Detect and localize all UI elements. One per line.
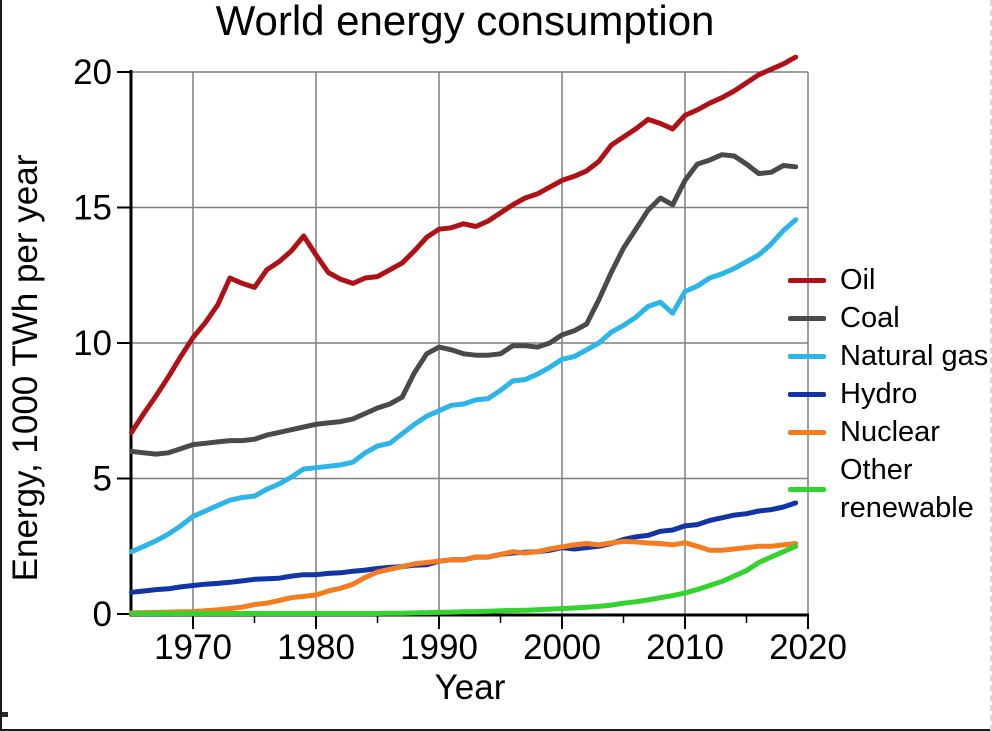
legend-item-nuclear: Nuclear	[788, 413, 992, 451]
legend-label: Hydro	[840, 378, 918, 410]
y-axis-title: Energy, 1000 TWh per year	[6, 154, 45, 582]
legend-item-oil: Oil	[788, 261, 992, 299]
legend-item-natural-gas: Natural gas	[788, 337, 992, 375]
legend-swatch-icon	[788, 486, 826, 492]
chart-title: World energy consumption	[215, 0, 715, 44]
other-renewable-line	[129, 543, 799, 616]
legend-label: Coal	[840, 302, 900, 334]
edge-artifact	[2, 712, 8, 717]
legend-label: Nuclear	[840, 416, 940, 448]
x-tick-label: 1980	[277, 628, 355, 667]
x-tick-label: 2010	[646, 628, 724, 667]
legend-label: Oil	[840, 264, 876, 296]
x-tick-label: 2000	[523, 628, 601, 667]
legend-swatch-icon	[788, 429, 826, 435]
x-tick-label: 1970	[154, 628, 232, 667]
legend-swatch-icon	[788, 391, 826, 397]
legend-item-other-renewable: Other renewable	[788, 451, 992, 527]
x-tick-label: 2020	[769, 628, 847, 667]
legend-swatch-icon	[788, 315, 826, 321]
legend-label: Natural gas	[840, 340, 989, 372]
x-tick-label: 1990	[400, 628, 478, 667]
legend-swatch-icon	[788, 277, 826, 283]
legend-item-coal: Coal	[788, 299, 992, 337]
coal-line	[129, 152, 799, 457]
natural-gas-line	[129, 217, 799, 555]
y-tick-label: 20	[73, 53, 112, 92]
y-tick-label: 5	[93, 460, 112, 499]
y-tick-label: 15	[73, 189, 112, 228]
legend-swatch-icon	[788, 353, 826, 359]
nuclear-line	[129, 538, 799, 616]
x-axis-title: Year	[434, 668, 506, 707]
screen-left-edge-line	[0, 0, 2, 731]
y-tick-label: 0	[93, 595, 112, 634]
chart-legend: Oil Coal Natural gas Hydro Nuclear Other rene…	[788, 261, 992, 527]
y-tick-label: 10	[73, 324, 112, 363]
screen-bottom-edge-line	[0, 729, 992, 731]
oil-line	[129, 54, 799, 435]
screen-right-edge-dashes	[990, 0, 992, 731]
legend-label: Other renewable	[840, 454, 974, 524]
legend-item-hydro: Hydro	[788, 375, 992, 413]
